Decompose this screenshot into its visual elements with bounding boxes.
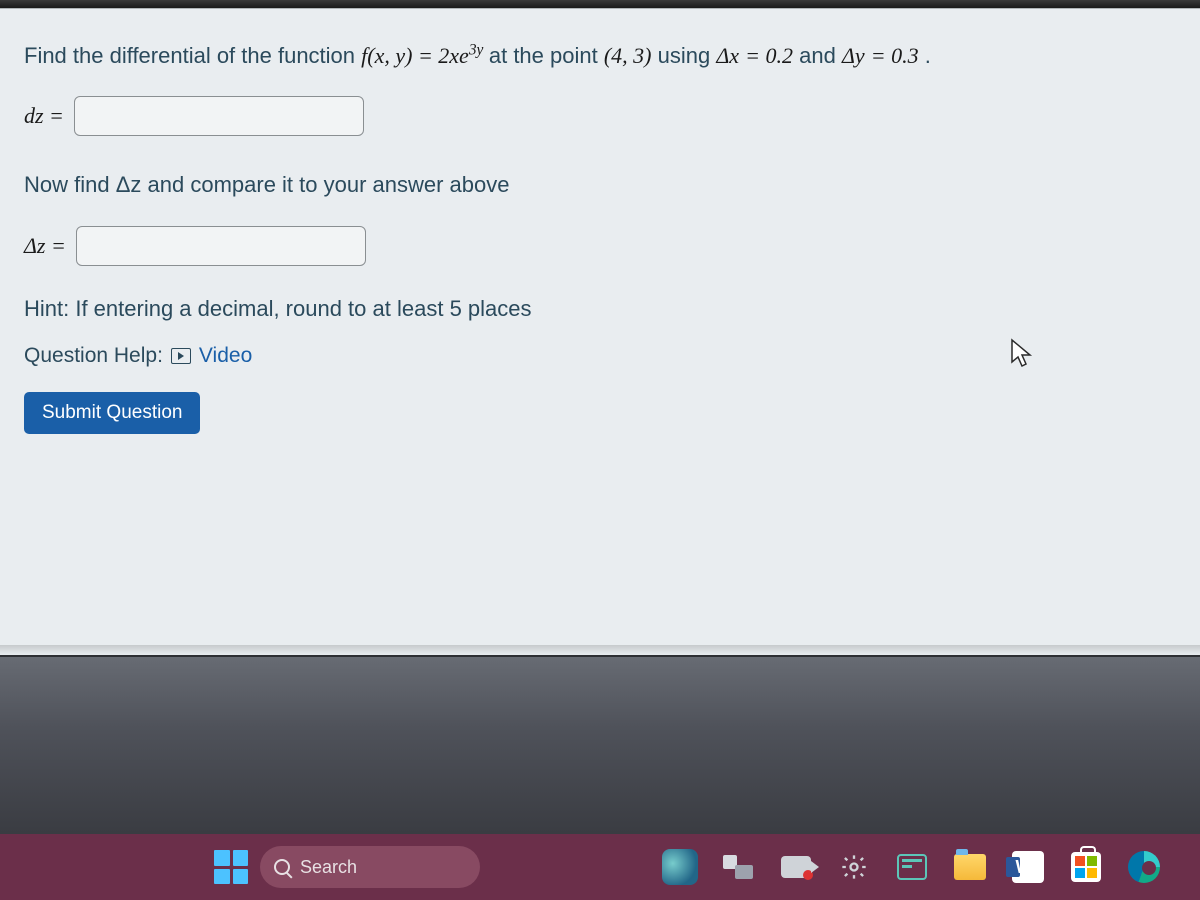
monitor-bezel bbox=[0, 655, 1200, 834]
dx-symbol: Δx bbox=[716, 43, 739, 68]
prompt-at: at the point bbox=[489, 43, 604, 68]
taskbar: Search W bbox=[0, 834, 1200, 900]
help-label: Question Help: bbox=[24, 344, 163, 368]
question-help-row: Question Help: Video bbox=[24, 344, 1176, 368]
deltaz-row: Δz = bbox=[24, 226, 1176, 266]
question-panel: Find the differential of the function f(… bbox=[0, 8, 1200, 655]
content-shadow bbox=[0, 645, 1200, 655]
point-value: (4, 3) bbox=[604, 43, 652, 68]
file-explorer-icon[interactable] bbox=[952, 849, 988, 885]
monitor-top-edge bbox=[0, 0, 1200, 8]
submit-question-button[interactable]: Submit Question bbox=[24, 392, 200, 434]
taskbar-search[interactable]: Search bbox=[260, 846, 480, 888]
deltaz-label: Δz = bbox=[24, 233, 66, 259]
prompt-intro: Find the differential of the function bbox=[24, 43, 361, 68]
camera-app-icon[interactable] bbox=[778, 849, 814, 885]
dy-symbol: Δy bbox=[842, 43, 865, 68]
start-button[interactable] bbox=[214, 850, 248, 884]
followup-prompt: Now find Δz and compare it to your answe… bbox=[24, 166, 1176, 203]
function-expr: f(x, y) = 2xe3y bbox=[361, 43, 489, 68]
dx-value: 0.2 bbox=[766, 43, 794, 68]
dz-input[interactable] bbox=[74, 96, 364, 136]
edge-icon[interactable] bbox=[1126, 849, 1162, 885]
taskbar-left: Search bbox=[214, 846, 480, 888]
microsoft-store-icon[interactable] bbox=[1068, 849, 1104, 885]
widgets-icon[interactable] bbox=[662, 849, 698, 885]
task-view-icon[interactable] bbox=[720, 849, 756, 885]
prompt-using: using bbox=[658, 43, 717, 68]
dy-value: 0.3 bbox=[891, 43, 919, 68]
video-link[interactable]: Video bbox=[199, 344, 252, 368]
video-icon bbox=[171, 348, 191, 364]
question-prompt: Find the differential of the function f(… bbox=[24, 37, 1176, 74]
deltaz-input[interactable] bbox=[76, 226, 366, 266]
dz-row: dz = bbox=[24, 96, 1176, 136]
search-icon bbox=[274, 859, 290, 875]
word-icon[interactable]: W bbox=[1010, 849, 1046, 885]
search-placeholder: Search bbox=[300, 857, 357, 878]
dz-label: dz = bbox=[24, 103, 64, 129]
news-icon[interactable] bbox=[894, 849, 930, 885]
settings-icon[interactable] bbox=[836, 849, 872, 885]
hint-text: Hint: If entering a decimal, round to at… bbox=[24, 296, 1176, 322]
taskbar-pinned: W bbox=[662, 849, 1162, 885]
